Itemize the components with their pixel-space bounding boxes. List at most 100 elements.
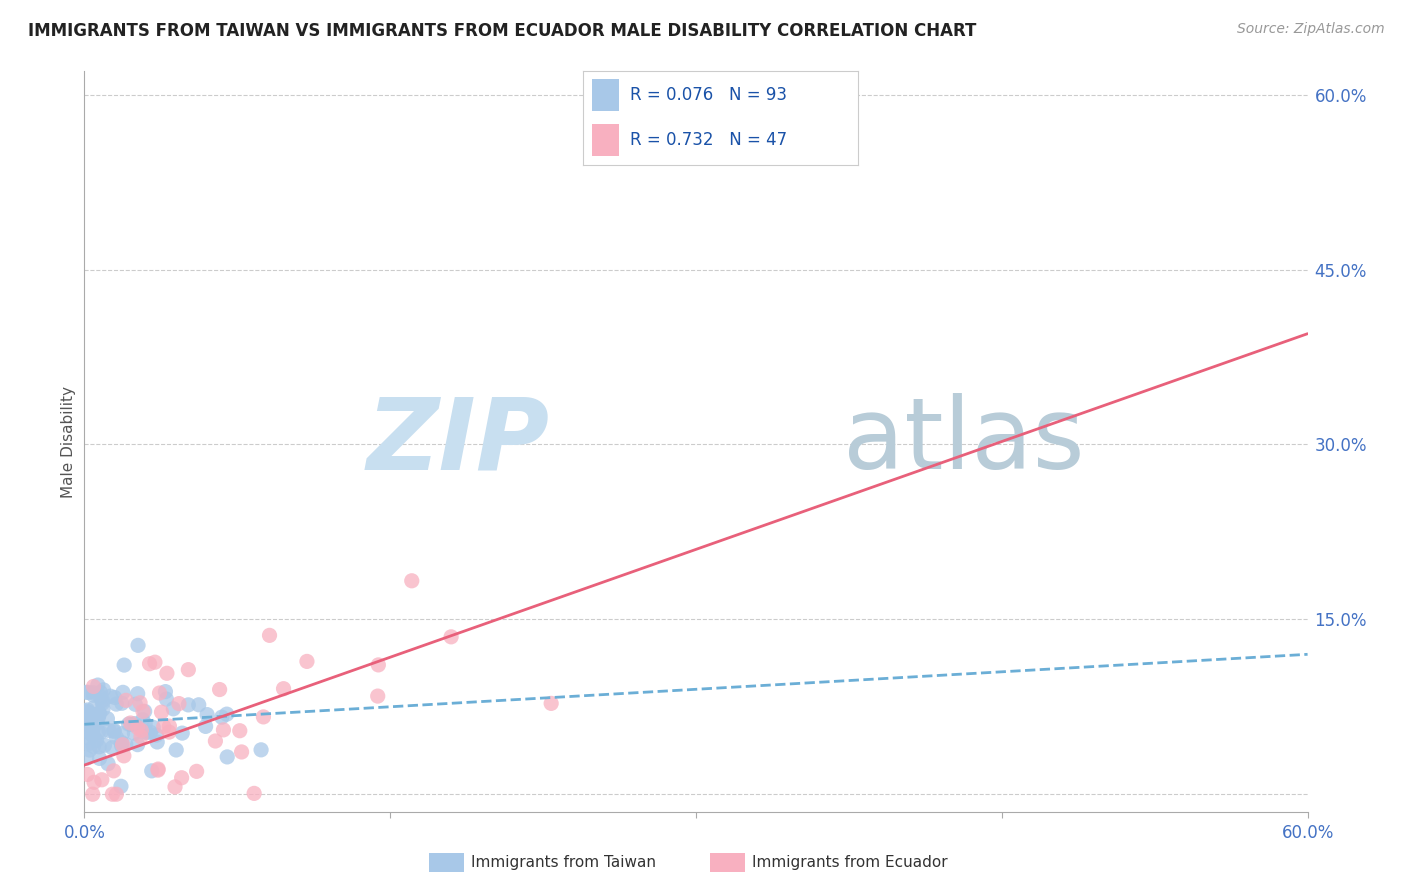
Point [80, 724, 103, 739]
Point [87, 678, 110, 692]
Point [152, 720, 174, 734]
Text: IMMIGRANTS FROM TAIWAN VS IMMIGRANTS FROM ECUADOR MALE DISABILITY CORRELATION CH: IMMIGRANTS FROM TAIWAN VS IMMIGRANTS FRO… [28, 22, 977, 40]
Point [111, 696, 134, 710]
Point [79, 706, 101, 720]
Point [146, 735, 169, 749]
Point [194, 719, 217, 733]
Point [93, 738, 115, 752]
Point [141, 764, 163, 778]
Point [155, 684, 177, 698]
Point [157, 725, 180, 739]
Point [75, 731, 97, 745]
Point [87, 710, 110, 724]
Point [82, 739, 104, 754]
Point [89, 706, 111, 721]
Point [89, 739, 111, 754]
Point [110, 779, 132, 793]
Point [142, 720, 165, 734]
Text: atlas: atlas [842, 393, 1084, 490]
Point [208, 682, 231, 697]
Point [163, 780, 186, 794]
Point [76, 705, 98, 719]
Point [177, 663, 200, 677]
Point [111, 726, 134, 740]
Point [101, 740, 124, 755]
Point [89, 706, 111, 720]
Point [89, 685, 111, 699]
Point [195, 707, 218, 722]
Point [440, 630, 463, 644]
Point [231, 745, 253, 759]
Point [129, 730, 152, 744]
Text: Immigrants from Taiwan: Immigrants from Taiwan [471, 855, 657, 870]
Point [83, 680, 105, 694]
Point [146, 763, 169, 777]
Point [83, 775, 105, 789]
Point [229, 723, 252, 738]
Point [132, 704, 155, 718]
Point [76, 751, 98, 765]
Point [91, 696, 114, 710]
Point [103, 723, 125, 738]
Point [295, 654, 318, 668]
Point [80, 719, 103, 733]
Point [103, 764, 125, 778]
Point [82, 728, 104, 742]
Point [540, 697, 562, 711]
Point [87, 725, 110, 739]
Point [211, 710, 233, 724]
Point [105, 697, 128, 711]
Point [77, 685, 100, 699]
Bar [592, 78, 619, 111]
Bar [592, 124, 619, 156]
Point [75, 715, 97, 730]
Point [76, 707, 98, 722]
Point [91, 702, 114, 716]
Point [79, 743, 101, 757]
Point [110, 739, 132, 753]
Point [114, 738, 136, 752]
Point [273, 681, 295, 696]
Point [75, 710, 97, 724]
Text: R = 0.732   N = 47: R = 0.732 N = 47 [630, 131, 787, 149]
Point [127, 687, 149, 701]
Point [155, 692, 177, 706]
Point [91, 693, 114, 707]
Point [162, 702, 184, 716]
Point [112, 658, 135, 673]
Point [136, 725, 159, 739]
Point [167, 697, 190, 711]
Y-axis label: Male Disability: Male Disability [60, 385, 76, 498]
Point [186, 764, 208, 779]
Point [156, 666, 179, 681]
Point [79, 714, 101, 728]
Point [172, 726, 194, 740]
Point [124, 698, 146, 712]
Point [98, 723, 121, 738]
Point [96, 712, 118, 726]
Text: Immigrants from Ecuador: Immigrants from Ecuador [752, 855, 948, 870]
Point [134, 725, 156, 739]
Point [77, 737, 100, 751]
Point [252, 710, 274, 724]
Point [105, 731, 128, 745]
Point [146, 762, 169, 776]
Point [401, 574, 423, 588]
Point [139, 725, 162, 739]
Point [82, 688, 104, 702]
Point [217, 750, 239, 764]
Point [110, 735, 132, 749]
Point [127, 638, 149, 652]
Point [367, 657, 389, 672]
Point [212, 723, 235, 737]
Point [129, 696, 152, 710]
Point [127, 721, 149, 735]
Point [80, 727, 103, 741]
Point [118, 717, 141, 731]
Point [90, 725, 112, 739]
Point [111, 738, 134, 752]
Point [150, 705, 173, 719]
Point [250, 743, 273, 757]
Point [111, 685, 134, 699]
Point [103, 724, 125, 739]
